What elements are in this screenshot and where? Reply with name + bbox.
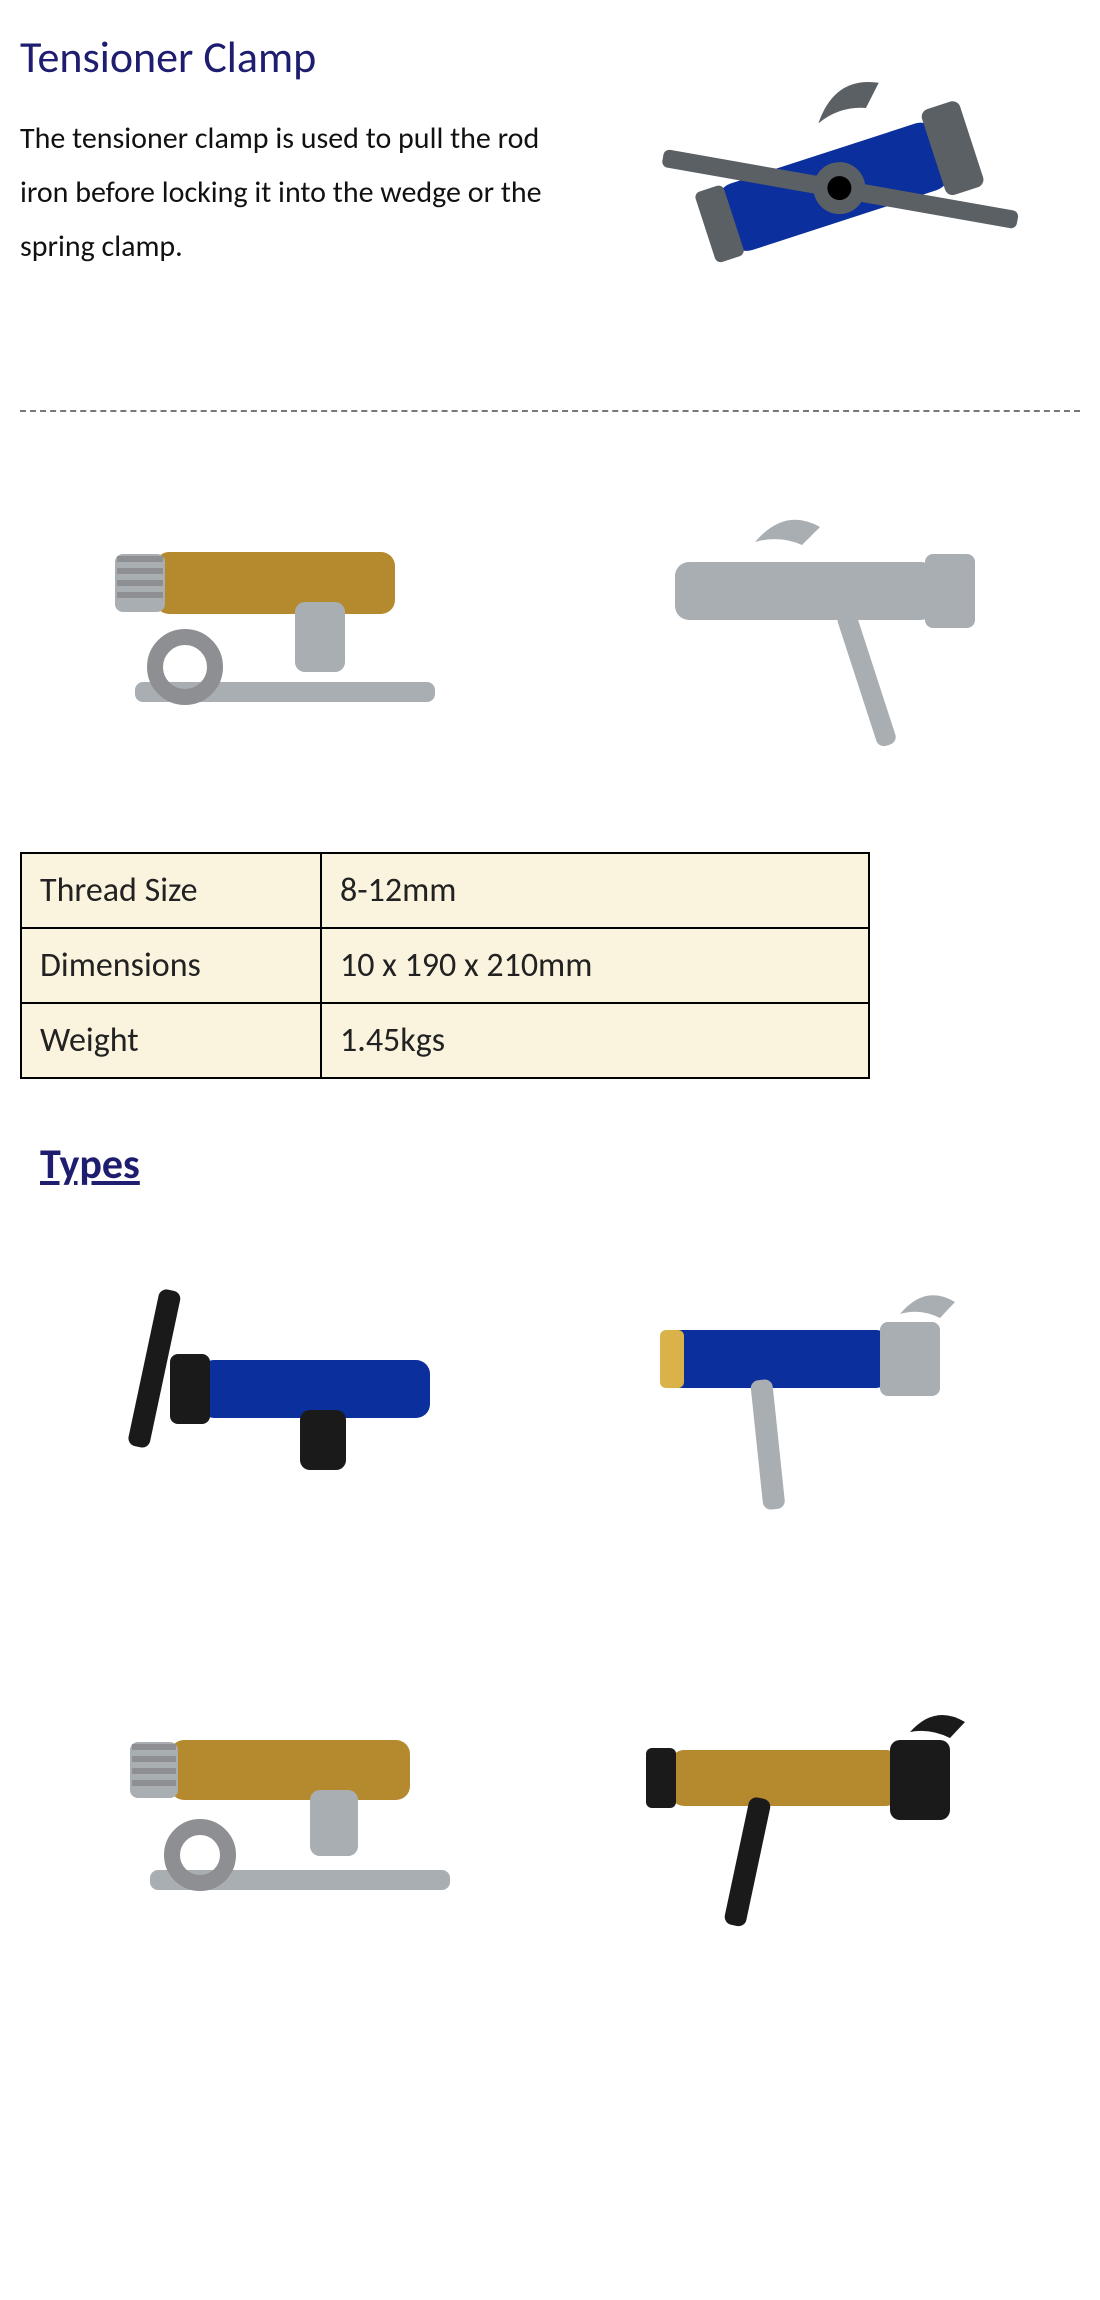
type-image-1 [80,1250,520,1530]
product-image-steel [590,472,1040,772]
types-heading: Types [40,1139,1080,1190]
type-image-4 [580,1670,1020,1950]
table-row: Thread Size 8-12mm [21,853,869,928]
header-text-block: Tensioner Clamp The tensioner clamp is u… [20,20,580,274]
spec-table: Thread Size 8-12mm Dimensions 10 x 190 x… [20,852,870,1079]
header-section: Tensioner Clamp The tensioner clamp is u… [20,20,1080,390]
clamp-icon [100,1270,500,1510]
type-image-3 [80,1670,520,1950]
type-image-2 [580,1250,1020,1530]
clamp-icon [600,1270,1000,1510]
product-images-row [20,472,1080,852]
types-grid [20,1250,1080,1950]
clamp-icon [630,30,1050,350]
hero-product-image [600,20,1080,360]
spec-value: 10 x 190 x 210mm [321,928,869,1003]
clamp-icon [75,492,495,752]
spec-label: Thread Size [21,853,321,928]
clamp-icon [605,492,1025,752]
section-divider [20,410,1080,412]
table-row: Dimensions 10 x 190 x 210mm [21,928,869,1003]
spec-label: Weight [21,1003,321,1078]
clamp-icon [600,1690,1000,1930]
spec-value: 1.45kgs [321,1003,869,1078]
spec-label: Dimensions [21,928,321,1003]
spec-value: 8-12mm [321,853,869,928]
table-row: Weight 1.45kgs [21,1003,869,1078]
product-image-brass [60,472,510,772]
page-title: Tensioner Clamp [20,30,580,84]
page-description: The tensioner clamp is used to pull the … [20,112,580,274]
clamp-icon [100,1690,500,1930]
